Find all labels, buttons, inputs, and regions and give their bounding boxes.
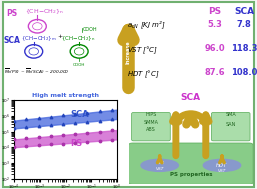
- Text: $\overline{M}_n$(PS) ~ $\overline{M}_n$(SCA) ~ 200,000: $\overline{M}_n$(PS) ~ $\overline{M}_n$(…: [4, 68, 69, 76]
- Point: [49, 135, 53, 138]
- Point: [49, 143, 53, 146]
- Point: [97, 110, 102, 113]
- FancyBboxPatch shape: [128, 143, 253, 184]
- Point: [61, 142, 65, 145]
- Text: Increase: Increase: [125, 40, 130, 64]
- Point: [12, 146, 16, 149]
- Point: [85, 131, 89, 134]
- Text: PS: PS: [208, 6, 221, 15]
- Text: $a_{cN}$ [KJ m²]: $a_{cN}$ [KJ m²]: [127, 20, 166, 32]
- Point: [97, 130, 102, 133]
- Point: [97, 119, 102, 122]
- Text: VST: VST: [218, 169, 226, 173]
- Text: $HDT$: $HDT$: [215, 161, 229, 169]
- Point: [85, 140, 89, 143]
- Text: PS properties: PS properties: [170, 172, 212, 177]
- Text: 87.6: 87.6: [204, 68, 225, 77]
- Text: 5.3: 5.3: [207, 20, 222, 29]
- Point: [110, 118, 114, 121]
- Text: SCA: SCA: [4, 36, 21, 45]
- Text: SCA: SCA: [71, 110, 89, 119]
- Text: $VST$ [°C]: $VST$ [°C]: [127, 44, 159, 56]
- Point: [85, 111, 89, 114]
- Point: [36, 125, 41, 128]
- Point: [36, 116, 41, 119]
- Text: 108.0: 108.0: [231, 68, 257, 77]
- Text: $a_{cN}$: $a_{cN}$: [155, 159, 165, 167]
- Text: VST: VST: [155, 167, 164, 171]
- Text: PS: PS: [6, 9, 17, 18]
- Text: HIPS: HIPS: [145, 112, 157, 117]
- Text: $\sf\{CH{-}CH_2\}_n$: $\sf\{CH{-}CH_2\}_n$: [61, 34, 96, 43]
- Text: ABS: ABS: [146, 127, 156, 132]
- Ellipse shape: [203, 159, 241, 171]
- Point: [61, 114, 65, 117]
- Point: [110, 109, 114, 112]
- Text: 118.3: 118.3: [231, 44, 257, 53]
- Text: SCA: SCA: [181, 93, 201, 102]
- Point: [36, 136, 41, 139]
- Text: COOH: COOH: [83, 27, 97, 32]
- Point: [73, 121, 77, 124]
- Point: [85, 120, 89, 123]
- Title: High melt strength: High melt strength: [32, 93, 99, 98]
- Point: [12, 119, 16, 122]
- Text: 7.8: 7.8: [237, 20, 252, 29]
- Point: [73, 112, 77, 115]
- Point: [12, 138, 16, 141]
- Text: SMMA: SMMA: [143, 120, 158, 125]
- Point: [24, 118, 28, 121]
- Point: [24, 126, 28, 129]
- Point: [73, 141, 77, 144]
- Point: [36, 144, 41, 147]
- Text: $HDT$ [°C]: $HDT$ [°C]: [127, 68, 160, 80]
- Point: [49, 115, 53, 118]
- Point: [97, 139, 102, 142]
- Text: 96.0: 96.0: [204, 44, 225, 53]
- Point: [24, 137, 28, 140]
- Point: [61, 122, 65, 125]
- Text: SCA: SCA: [234, 6, 254, 15]
- Point: [73, 132, 77, 135]
- Text: COOH: COOH: [73, 63, 86, 67]
- Text: $\sf\{CH{-}CH_2\}_n$: $\sf\{CH{-}CH_2\}_n$: [25, 7, 64, 16]
- FancyBboxPatch shape: [212, 112, 250, 141]
- Point: [12, 127, 16, 130]
- Point: [110, 129, 114, 132]
- Text: SMA: SMA: [225, 112, 236, 117]
- Text: $\sf\{CH{-}CH_2\}_m$: $\sf\{CH{-}CH_2\}_m$: [21, 34, 56, 43]
- Text: PS: PS: [71, 139, 83, 148]
- Text: +: +: [58, 34, 63, 39]
- Point: [61, 133, 65, 136]
- Text: SAN: SAN: [226, 122, 236, 127]
- Point: [24, 145, 28, 148]
- Ellipse shape: [141, 159, 178, 171]
- Point: [49, 124, 53, 127]
- Point: [110, 138, 114, 141]
- FancyBboxPatch shape: [132, 112, 170, 141]
